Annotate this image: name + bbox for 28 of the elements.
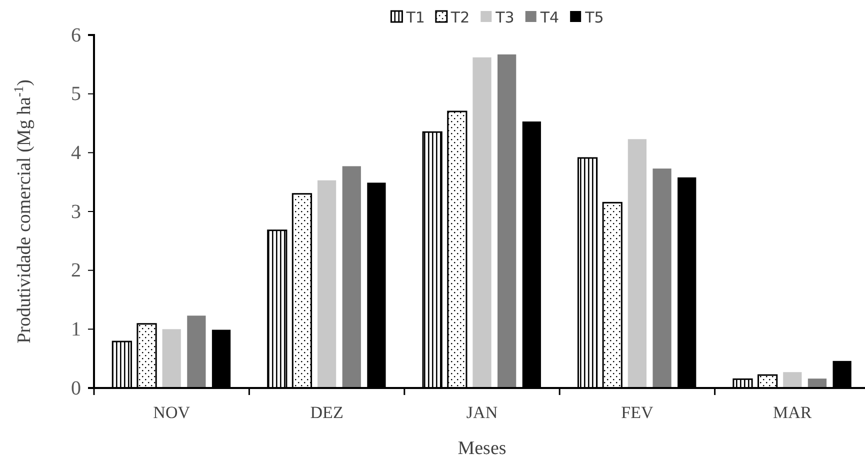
y-tick-label: 4 [71, 142, 81, 164]
x-tick-label: JAN [466, 403, 498, 422]
bar [783, 372, 802, 388]
bar [808, 378, 827, 388]
legend-label: T5 [584, 8, 604, 26]
legend-label: T1 [405, 8, 425, 26]
y-tick-label: 0 [71, 377, 81, 400]
x-axis-title: Meses [458, 438, 506, 459]
bar [652, 168, 672, 388]
bar [628, 139, 647, 388]
bar [317, 180, 336, 388]
y-tick-label: 6 [71, 24, 81, 46]
y-tick-label: 5 [71, 83, 81, 106]
bar [472, 57, 492, 388]
x-tick-label: NOV [153, 403, 191, 422]
bar [187, 316, 206, 388]
bar [342, 166, 361, 388]
y-tick-label: 1 [71, 318, 81, 341]
y-tick-label: 2 [71, 260, 81, 282]
x-tick-label: MAR [773, 403, 812, 422]
y-tick-label: 3 [71, 200, 81, 223]
legend-label: T2 [450, 8, 470, 26]
x-tick-label: FEV [621, 403, 654, 422]
x-tick-label: DEZ [310, 403, 344, 422]
bar [498, 54, 516, 388]
bar [162, 329, 181, 388]
legend-label: T4 [539, 8, 560, 26]
legend-label: T3 [494, 8, 514, 26]
